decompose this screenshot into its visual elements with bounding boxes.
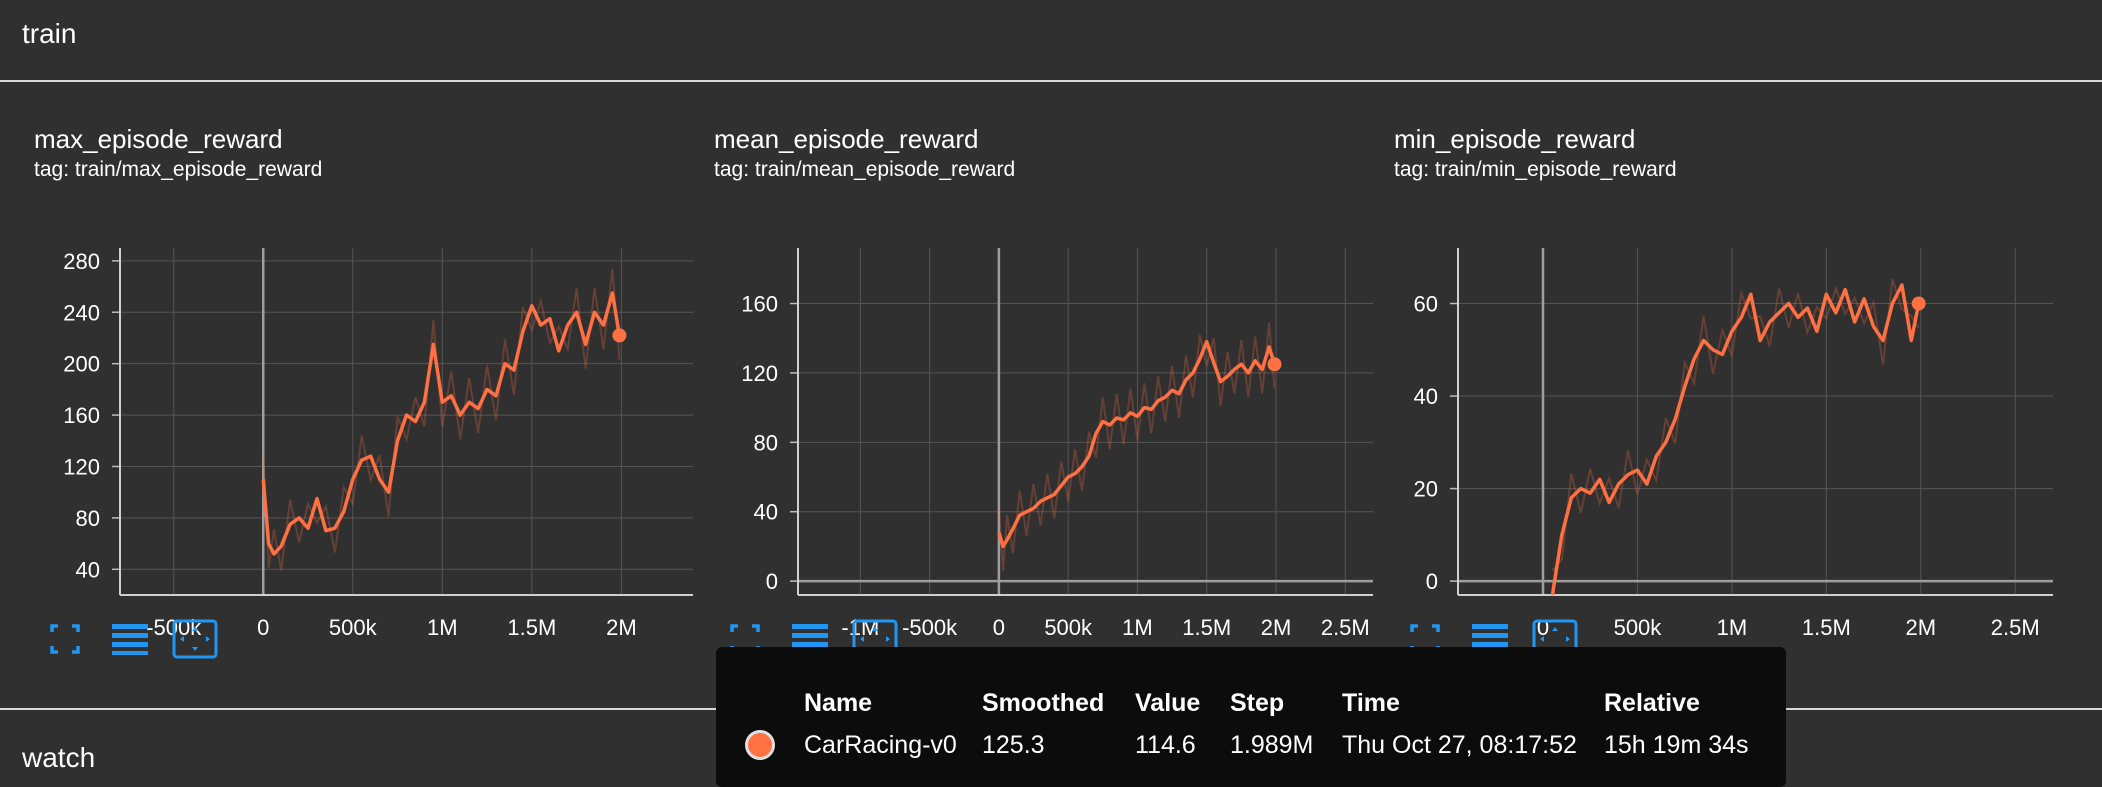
y-tick-label: 20 [1414,477,1438,502]
x-tick-label: 1M [1122,615,1153,640]
fullscreen-button[interactable] [48,618,82,660]
y-tick-label: 280 [63,249,100,274]
x-tick-label: 2.5M [1321,615,1370,640]
x-tick-label: 2M [1905,615,1936,640]
x-tick-label: 500k [1614,615,1663,640]
x-tick-label: 500k [329,615,378,640]
card-tag: tag: train/min_episode_reward [1394,158,1677,181]
group-label: watch [22,742,96,773]
hover-point [1911,296,1926,311]
toggle-data-table-button[interactable] [110,618,150,660]
x-tick-label: 1.5M [1802,615,1851,640]
series-line [1550,283,1921,596]
fullscreen-button[interactable] [728,618,762,660]
x-tick-label: 1M [427,615,458,640]
card-tag: tag: train/max_episode_reward [34,158,323,181]
x-tick-label: 0 [257,615,269,640]
y-tick-label: 80 [76,506,100,531]
card-tag: tag: train/mean_episode_reward [714,158,1016,181]
tooltip-relative: 15h 19m 34s [1604,731,1749,759]
y-tick-label: 120 [63,454,100,479]
y-tick-label: 40 [76,557,100,582]
card-toolbar [48,618,248,662]
series-line [261,291,622,556]
hover-point [612,328,627,343]
tooltip-header-value: Value [1135,689,1201,717]
raw-series-line [997,322,1276,571]
y-tick-label: 120 [741,361,778,386]
x-tick-label: 0 [993,615,1005,640]
raw-series-line [262,268,621,571]
tooltip-header-name: Name [804,689,873,717]
x-tick-label: -500k [902,615,958,640]
x-tick-label: -1M [841,615,879,640]
card-title: min_episode_reward [1394,124,1636,154]
x-tick-label: 1.5M [1182,615,1231,640]
y-tick-label: 160 [63,403,100,428]
fullscreen-icon [1410,624,1440,654]
y-tick-label: 80 [754,430,778,455]
tooltip-time: Thu Oct 27, 08:17:52 [1342,731,1577,759]
tooltip-header-smoothed: Smoothed [982,689,1105,717]
tooltip-header-step: Step [1230,689,1285,717]
tooltip-header-time: Time [1342,689,1400,717]
x-tick-label: 1.5M [507,615,556,640]
y-tick-label: 60 [1414,292,1438,317]
x-tick-label: 1M [1717,615,1748,640]
series-line [997,339,1277,549]
scalar-card-mean-episode-reward: mean_episode_reward tag: train/mean_epis… [680,120,1373,660]
y-tick-label: 40 [754,500,778,525]
tooltip-smoothed-value: 125.3 [982,731,1045,759]
x-tick-label: 2M [606,615,637,640]
x-tick-label: 500k [1044,615,1093,640]
y-tick-label: 160 [741,292,778,317]
tooltip-value: 114.6 [1135,731,1196,759]
fullscreen-button[interactable] [1408,618,1442,660]
group-header-train[interactable]: train [0,0,2102,82]
tooltip-step: 1.989M [1230,731,1314,759]
y-tick-label: 0 [1426,569,1438,594]
group-label: train [22,18,77,49]
tooltip-run-name: CarRacing-v0 [804,731,957,759]
card-title: max_episode_reward [34,124,283,154]
card-title: mean_episode_reward [714,124,979,154]
tooltip-header-relative: Relative [1604,689,1700,717]
fit-domain-icon [172,619,218,659]
y-tick-label: 200 [63,352,100,377]
line-chart-mean-episode-reward[interactable]: 0 40 80 120 160 -1M -500k 0 500k 1M 1.5M 2M 2.5M [680,200,1380,720]
scalar-card-min-episode-reward: min_episode_reward tag: train/min_episod… [1360,120,2053,660]
hover-point [1267,357,1282,372]
x-tick-label: 2.5M [1991,615,2040,640]
y-tick-label: 240 [63,300,100,325]
fullscreen-icon [50,624,80,654]
y-tick-label: 40 [1414,384,1438,409]
y-tick-label: 0 [766,569,778,594]
hover-tooltip: Name Smoothed Value Step Time Relative C… [716,647,1786,787]
scalar-card-max-episode-reward: max_episode_reward tag: train/max_episod… [0,120,693,662]
data-table-icon [112,624,148,655]
x-tick-label: 2M [1261,615,1292,640]
fit-domain-button[interactable] [172,618,218,660]
fullscreen-icon [730,624,760,654]
run-color-swatch [745,730,775,760]
